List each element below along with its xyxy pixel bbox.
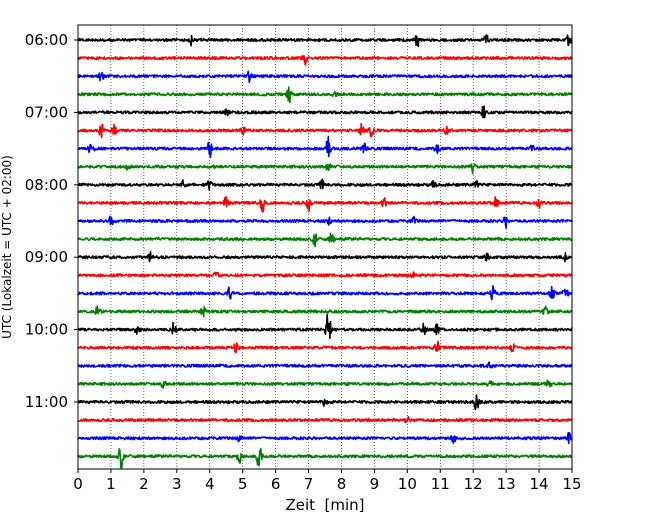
grid-lines (110, 25, 540, 469)
trace-row-10:30 (77, 361, 573, 369)
trace-row-11:15 (77, 416, 573, 423)
trace-row-10:00 (77, 313, 573, 340)
x-tick-label-5: 5 (238, 475, 248, 493)
trace-row-10:15 (77, 340, 573, 354)
trace-row-09:00 (77, 250, 573, 263)
trace-row-08:00 (77, 178, 573, 191)
x-tick-label-8: 8 (337, 475, 347, 493)
plot-frame (77, 24, 573, 470)
x-tick-label-3: 3 (172, 475, 182, 493)
y-tick-label-0: 06:00 (25, 31, 68, 49)
trace-row-07:00 (77, 105, 573, 119)
y-tick-label-2: 08:00 (25, 176, 68, 194)
trace-row-09:45 (77, 305, 573, 318)
trace-row-06:45 (77, 86, 573, 104)
trace-row-06:15 (77, 55, 573, 66)
y-tick-label-4: 10:00 (25, 321, 68, 339)
x-axis-ticks: 0 1 2 3 4 5 6 7 8 9 10 11 12 13 14 15 (73, 469, 582, 493)
trace-row-09:30 (77, 285, 573, 301)
x-tick-label-14: 14 (530, 475, 549, 493)
trace-row-11:30 (77, 431, 573, 445)
trace-row-07:30 (77, 135, 573, 159)
y-tick-label-3: 09:00 (25, 248, 68, 266)
x-tick-label-1: 1 (106, 475, 116, 493)
trace-row-10:45 (77, 379, 573, 389)
x-tick-label-6: 6 (271, 475, 281, 493)
x-tick-label-13: 13 (497, 475, 516, 493)
x-tick-label-2: 2 (139, 475, 149, 493)
x-tick-label-11: 11 (431, 475, 450, 493)
x-tick-label-12: 12 (464, 475, 483, 493)
y-tick-label-5: 11:00 (25, 393, 68, 411)
trace-row-07:15 (77, 122, 573, 139)
y-axis-label: UTC (Lokalzeit = UTC + 02:00) (0, 155, 14, 339)
y-tick-label-1: 07:00 (25, 103, 68, 121)
x-axis-label: Zeit [min] (285, 496, 364, 514)
trace-row-06:00 (77, 34, 573, 48)
x-tick-label-4: 4 (205, 475, 215, 493)
seismic-traces (77, 34, 573, 470)
trace-row-11:45 (77, 447, 573, 470)
trace-row-11:00 (77, 394, 573, 411)
trace-row-08:30 (77, 215, 573, 229)
x-tick-label-7: 7 (304, 475, 314, 493)
x-tick-label-0: 0 (73, 475, 83, 493)
trace-row-07:45 (77, 163, 573, 175)
x-tick-label-10: 10 (398, 475, 417, 493)
x-tick-label-9: 9 (370, 475, 380, 493)
x-tick-label-15: 15 (562, 475, 581, 493)
trace-row-08:45 (77, 232, 573, 248)
trace-row-09:15 (77, 271, 573, 279)
trace-row-06:30 (77, 70, 573, 84)
trace-row-08:15 (77, 196, 573, 213)
y-axis-ticks: 06:00 07:00 08:00 09:00 10:00 11:00 (25, 31, 78, 411)
